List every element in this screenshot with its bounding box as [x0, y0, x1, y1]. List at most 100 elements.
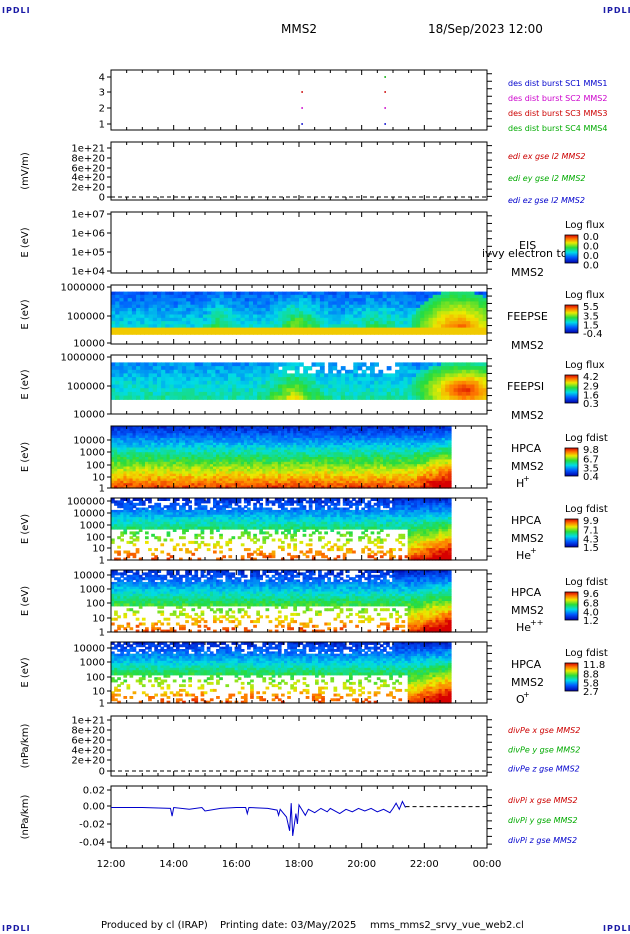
hpca_h-cell [132, 449, 137, 453]
hpca_h-cell [370, 454, 375, 458]
hpca_h-cell [123, 464, 128, 468]
hpca_h-cell [401, 464, 406, 468]
feeps-e-cell [140, 291, 145, 296]
hpca_h-cell [352, 426, 356, 429]
feeps-i-cell [482, 388, 488, 393]
hpca_h-cell [157, 480, 162, 484]
feeps-e-cell [374, 327, 379, 332]
feeps-e-cell [269, 317, 275, 322]
feeps-i-cell [478, 362, 484, 367]
feeps-i-cell [407, 377, 413, 382]
feeps-e-cell [152, 311, 158, 316]
feeps-e-cell [248, 317, 254, 322]
hpca_h-cell [383, 461, 387, 465]
feeps-i-cell [194, 377, 200, 382]
feeps-e-cell [190, 324, 196, 329]
hpca_h-cell [166, 426, 171, 429]
hpca_h-cell [247, 485, 251, 489]
feeps-e-cell [202, 330, 208, 335]
feeps-i-cell [202, 388, 208, 393]
hpca_h-cell [129, 426, 134, 429]
hpca_h-cell [361, 440, 365, 444]
hpca_h-cell [345, 442, 350, 446]
hpca_h-cell [339, 447, 344, 451]
feeps-e-cell [453, 307, 459, 312]
feeps-e-cell [240, 321, 246, 325]
hpca_h-cell [339, 430, 344, 434]
feeps-i-cell [173, 388, 179, 393]
hpca_h-cell [268, 466, 273, 470]
hpca_h-cell [169, 428, 174, 432]
hpca_h-cell [358, 457, 362, 460]
hpca_h-cell [120, 426, 124, 429]
feeps-e-cell [474, 291, 480, 296]
feeps-e-cell [345, 321, 350, 325]
feeps-e-cell [478, 291, 484, 296]
feeps-i-cell [319, 369, 325, 375]
hpca_h-cell [293, 457, 297, 460]
feeps-e-cell [207, 291, 212, 296]
feeps-e-cell [461, 301, 467, 306]
feeps-i-cell [290, 362, 296, 367]
hpca_h-cell [271, 433, 276, 437]
hpca_h-cell [284, 449, 288, 453]
hpca_h-cell [126, 428, 131, 432]
feeps-e-cell [428, 298, 434, 302]
hpca_h-cell [358, 483, 362, 487]
feeps-i-cell [453, 384, 459, 389]
hpca_h-cell [321, 485, 325, 489]
feeps-i-cell [148, 373, 154, 378]
hpca_h-cell [327, 454, 331, 458]
feeps-e-cell [236, 314, 242, 319]
hpca_h-cell [277, 476, 282, 480]
feeps-i-cell [357, 366, 363, 371]
feeps-e-cell [461, 317, 467, 322]
hpca_h-cell [404, 478, 409, 482]
feeps-i-cell [198, 377, 204, 382]
hpca_h-cell [203, 466, 208, 470]
hpca_h-cell [330, 466, 335, 470]
hpca_h-cell [290, 485, 294, 489]
hpca_h-cell [383, 468, 387, 472]
hpca_h-cell [213, 466, 217, 470]
hpca_h-cell [311, 461, 316, 465]
hpca_h-cell [410, 464, 415, 468]
hpca_h-cell [213, 454, 217, 458]
feeps-e-cell [282, 314, 288, 319]
feeps-e-cell [445, 314, 450, 319]
hpca_h-cell [364, 426, 369, 429]
feeps_e-instrument-label: FEEPSE [507, 310, 548, 323]
hpca_h-cell [302, 442, 307, 446]
hpca_h-cell [188, 449, 192, 453]
feeps-e-cell [466, 327, 471, 332]
hpca_h-cell [330, 459, 335, 463]
feeps-i-cell [324, 395, 329, 400]
hpca_h-cell [407, 430, 412, 434]
feeps-e-cell [470, 327, 476, 332]
hpca_h-cell [401, 480, 406, 484]
burst-point [301, 91, 303, 93]
feeps-i-cell [299, 362, 304, 367]
feeps_e-spacecraft-label: MMS2 [511, 339, 544, 352]
feeps-e-cell [420, 307, 425, 312]
hpca_h-cell [243, 440, 248, 444]
hpca_h-cell [114, 461, 118, 465]
hpca_h-cell [209, 452, 214, 456]
hpca_h-cell [404, 473, 409, 477]
feeps-e-cell [294, 307, 300, 312]
hpca_h-cell [293, 480, 297, 484]
hpca_h-cell [141, 447, 146, 451]
feeps-e-cell [378, 307, 384, 312]
feeps-e-cell [140, 327, 145, 332]
feeps-i-cell [340, 391, 346, 397]
hpca_h-cell [308, 466, 313, 470]
feeps-e-cell [186, 294, 191, 299]
hpca_h-cell [281, 449, 285, 453]
hpca_h-cell [219, 445, 223, 449]
hpca_h-cell [117, 485, 121, 489]
hpca_h-cell [191, 437, 196, 441]
hpca_h-cell [135, 442, 140, 446]
feeps-e-cell [232, 311, 237, 316]
feeps-e-cell [432, 314, 438, 319]
feeps-e-cell [273, 330, 279, 335]
